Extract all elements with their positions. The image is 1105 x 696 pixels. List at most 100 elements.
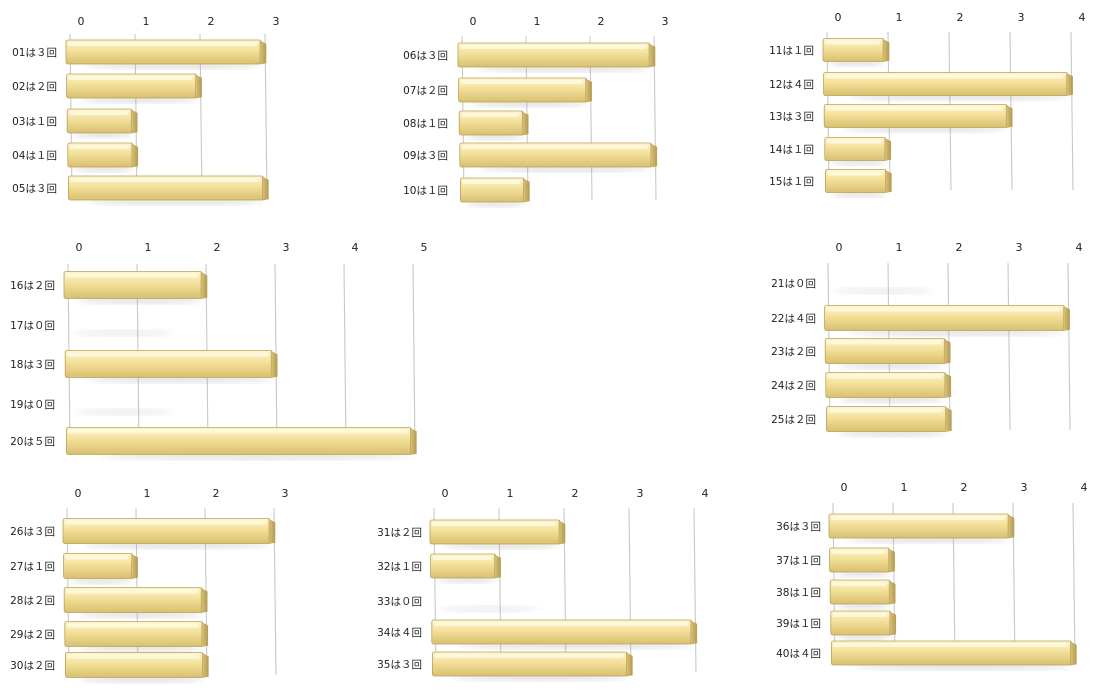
bar-chart-1: 0 1 2 3 01は３回 02は２回 03は１回 04は１回 05は３回 xyxy=(12,15,280,206)
x-tick-label: 1 xyxy=(896,241,903,254)
x-tick-label: 3 xyxy=(637,487,644,500)
x-tick-label: 1 xyxy=(507,487,514,500)
bar-highlight xyxy=(69,145,129,149)
category-label: 24は２回 xyxy=(771,380,816,392)
x-tick-label: 3 xyxy=(1021,481,1028,494)
bar-end-cap xyxy=(521,111,529,136)
bar-end-cap xyxy=(200,272,208,299)
empty-bar-shadow xyxy=(73,409,173,415)
x-tick-label: 1 xyxy=(534,15,541,28)
bar-highlight xyxy=(68,76,193,80)
bar-highlight xyxy=(67,352,269,357)
x-tick-label: 0 xyxy=(78,15,85,28)
bar-highlight xyxy=(825,40,880,45)
x-tick-label: 1 xyxy=(145,241,152,254)
bar-end-cap xyxy=(1066,73,1073,96)
x-tick-label: 0 xyxy=(470,15,477,28)
bar-chart-7: 0 1 2 3 4 31は２回 32は１回 33は０回 34は４回 35は３回 xyxy=(377,487,709,682)
bar-highlight xyxy=(832,582,887,586)
x-tick-label: 2 xyxy=(214,241,221,254)
empty-bar-shadow xyxy=(833,288,933,294)
bar-end-cap xyxy=(523,178,530,203)
category-label: 05は３回 xyxy=(12,183,57,195)
bar-highlight xyxy=(461,145,648,149)
category-label: 21は０回 xyxy=(771,278,816,290)
bar-end-cap xyxy=(130,109,138,134)
bar-end-cap xyxy=(201,622,209,647)
bar-end-cap xyxy=(885,170,892,193)
bar-end-cap xyxy=(889,611,897,636)
bar-highlight xyxy=(462,180,521,184)
x-tick-label: 3 xyxy=(273,15,280,28)
gridline xyxy=(1067,262,1071,431)
x-tick-label: 2 xyxy=(598,15,605,28)
category-label: 23は２回 xyxy=(771,346,816,358)
gridline xyxy=(1007,262,1011,431)
bar-highlight xyxy=(68,42,257,46)
x-tick-label: 5 xyxy=(421,241,428,254)
bar-highlight xyxy=(432,522,556,526)
bar-highlight xyxy=(432,556,492,560)
bar-end-cap xyxy=(888,548,895,573)
bar-end-cap xyxy=(882,39,890,62)
bar-end-cap xyxy=(884,138,892,161)
category-label: 20は５回 xyxy=(10,436,55,448)
category-label: 28は２回 xyxy=(10,595,55,607)
bar-end-cap xyxy=(200,588,208,613)
category-label: 39は１回 xyxy=(776,618,821,630)
bar-highlight xyxy=(66,273,198,278)
bar-highlight xyxy=(67,654,200,659)
gridline xyxy=(343,263,347,451)
empty-bar-shadow xyxy=(439,606,539,612)
bar-highlight xyxy=(831,516,1005,520)
bar-end-cap xyxy=(1063,306,1070,331)
x-tick-label: 4 xyxy=(1079,11,1086,24)
category-label: 36は３回 xyxy=(776,521,821,533)
bar-highlight xyxy=(827,171,883,176)
category-label: 03は１回 xyxy=(12,116,57,128)
bar-end-cap xyxy=(690,620,698,645)
bar-highlight xyxy=(827,374,942,379)
category-label: 31は２回 xyxy=(377,527,422,539)
bar-end-cap xyxy=(195,74,202,99)
bar-highlight xyxy=(66,589,199,594)
bar-highlight xyxy=(65,555,129,560)
bar-chart-3: 0 1 2 3 4 11は１回 12は４回 13は３回 14は１回 15は１回 xyxy=(769,11,1086,198)
category-label: 17は０回 xyxy=(10,320,55,332)
bar-chart-8: 0 1 2 3 4 36は３回 37は１回 38は１回 39は１回 40は４回 xyxy=(776,481,1088,671)
category-label: 32は１回 xyxy=(377,561,422,573)
bar-end-cap xyxy=(648,43,656,68)
x-tick-label: 0 xyxy=(836,241,843,254)
bar-end-cap xyxy=(131,143,139,168)
category-label: 27は１回 xyxy=(10,561,55,573)
x-tick-label: 1 xyxy=(896,11,903,24)
category-label: 34は４回 xyxy=(377,627,422,639)
bar-highlight xyxy=(70,178,260,182)
x-tick-label: 3 xyxy=(283,241,290,254)
category-label: 01は３回 xyxy=(12,47,57,59)
x-tick-label: 2 xyxy=(961,481,968,494)
category-label: 02は２回 xyxy=(12,81,57,93)
category-label: 09は３回 xyxy=(403,150,448,162)
x-tick-label: 0 xyxy=(835,11,842,24)
category-label: 30は２回 xyxy=(10,660,55,672)
x-tick-label: 1 xyxy=(143,15,150,28)
x-tick-label: 1 xyxy=(144,487,151,500)
bar-highlight xyxy=(827,340,942,345)
category-label: 04は１回 xyxy=(12,150,57,162)
bar-highlight xyxy=(434,654,624,658)
category-label: 22は４回 xyxy=(771,313,816,325)
x-tick-label: 0 xyxy=(841,481,848,494)
x-tick-label: 2 xyxy=(572,487,579,500)
bar-end-cap xyxy=(410,428,417,455)
bar-end-cap xyxy=(270,351,278,378)
x-tick-label: 2 xyxy=(213,487,220,500)
category-label: 40は４回 xyxy=(776,648,821,660)
x-tick-label: 2 xyxy=(208,15,215,28)
bar-highlight xyxy=(832,613,887,617)
bar-end-cap xyxy=(626,652,633,677)
gridline xyxy=(693,507,697,673)
bar-end-cap xyxy=(943,339,951,364)
bar-chart-6: 0 1 2 3 26は３回 27は１回 28は２回 29は２回 30は２回 xyxy=(10,487,289,683)
